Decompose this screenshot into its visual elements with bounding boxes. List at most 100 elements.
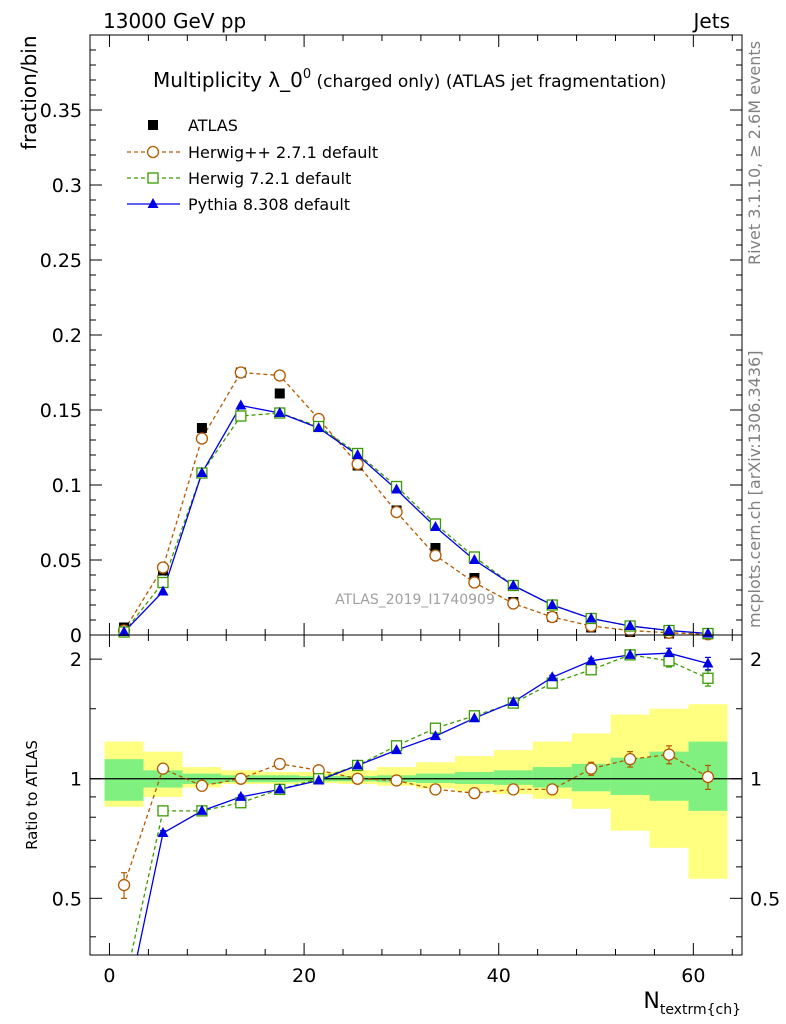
main-point: [390, 505, 403, 519]
ratio-point: [702, 657, 714, 668]
main-title-sup: 0: [303, 67, 311, 82]
xlabel: Ntextrm{ch}: [643, 989, 741, 1018]
mcplots-label: mcplots.cern.ch [arXiv:1306.3436]: [745, 351, 764, 628]
main-point: [352, 449, 364, 459]
ratio-ytick-label-right: 1: [750, 769, 762, 791]
main-point: [273, 369, 286, 382]
main-title-text: Multiplicity λ_0: [153, 68, 303, 92]
main-ytick-label: 0.3: [52, 175, 82, 197]
main-ytick-label: 0.1: [52, 475, 82, 497]
ratio-xtick-label: 60: [681, 965, 705, 987]
main-ytick-label: 0.25: [40, 250, 82, 272]
ratio-point: [624, 648, 636, 659]
main-point: [546, 610, 559, 624]
watermark: ATLAS_2019_I1740909: [335, 592, 495, 608]
ratio-ytick-label: 1: [70, 769, 82, 791]
legend-label: ATLAS: [188, 116, 238, 135]
ratio-point: [507, 695, 519, 706]
main-point: [391, 483, 403, 494]
ratio-panel-series: [117, 647, 715, 1022]
main-series-line: [123, 412, 708, 635]
ratio-ytick-label: 2: [70, 649, 82, 671]
main-ytick-label: 0.15: [40, 400, 82, 422]
main-ylabel: fraction/bin: [17, 36, 41, 151]
ratio-point: [273, 757, 286, 770]
ratio-series-line: [130, 654, 709, 955]
ratio-point: [274, 783, 286, 794]
ratio-point: [390, 774, 403, 787]
main-ytick-label: 0: [70, 625, 82, 647]
ratio-point: [313, 774, 325, 785]
ratio-point: [429, 730, 441, 741]
xlabel-sub: textrm{ch}: [660, 1002, 741, 1018]
ratio-ytick-label-right: 2: [750, 649, 762, 671]
main-ytick-label: 0.2: [52, 325, 82, 347]
ratio-point: [702, 672, 714, 684]
ratio-point: [585, 654, 597, 665]
legend-marker: [146, 145, 160, 159]
ratio-point: [119, 1012, 130, 1022]
main-point: [156, 561, 170, 574]
ratio-point: [351, 772, 364, 785]
main-point: [351, 457, 364, 471]
ratio-point: [391, 744, 403, 755]
main-point: [507, 597, 520, 610]
main-series-line: [123, 404, 708, 635]
main-point: [274, 407, 286, 417]
main-point: [196, 423, 207, 433]
main-point: [430, 543, 441, 553]
ratio-ytick-label: 0.5: [52, 888, 82, 910]
main-ytick-label: 0.05: [40, 550, 82, 572]
main-title-suffix: (charged only) (ATLAS jet fragmentation): [311, 72, 666, 92]
header-right: Jets: [692, 9, 730, 33]
ratio-point: [623, 753, 637, 766]
main-title: Multiplicity λ_00 (charged only) (ATLAS …: [153, 67, 666, 92]
main-point: [157, 585, 169, 596]
ratio-panel-frame: [89, 634, 743, 956]
legend-marker: [148, 120, 158, 130]
rivet-label: Rivet 3.1.10, ≥ 2.6M events: [745, 41, 764, 265]
ratio-point: [546, 783, 559, 796]
main-point: [196, 467, 208, 477]
ratio-point: [235, 790, 247, 801]
ratio-series-line: [123, 753, 709, 886]
ratio-point: [195, 779, 209, 792]
main-point: [118, 626, 130, 636]
legend-label: Herwig 7.2.1 default: [188, 169, 351, 188]
legend: ATLAS Herwig++ 2.7.1 default Herwig 7.2.1 …: [127, 116, 378, 214]
main-point: [274, 388, 285, 399]
main-point: [234, 366, 247, 379]
ratio-point: [585, 664, 597, 676]
ratio-point: [468, 712, 480, 723]
ratio-xtick-label: 40: [487, 965, 511, 987]
ratio-xtick-label: 0: [103, 965, 115, 987]
ratio-point: [156, 762, 170, 775]
ratio-band-stat: [454, 771, 494, 784]
ratio-point: [157, 805, 169, 817]
ratio-point: [546, 671, 558, 682]
ratio-point: [663, 655, 675, 667]
main-point: [235, 399, 247, 410]
ratio-point: [429, 783, 442, 796]
ratio-band-stat: [532, 767, 572, 788]
ratio-point: [157, 827, 169, 838]
ratio-band-stat: [104, 759, 144, 801]
main-point: [429, 521, 441, 531]
header-left: 13000 GeV pp: [103, 9, 246, 33]
ratio-ytick-label-right: 0.5: [750, 888, 780, 910]
main-point: [663, 624, 675, 635]
ratio-point: [119, 981, 129, 991]
main-panel-axes: 0 0.05 0.1 0.15 0.2 0.25 0.3 0.35: [40, 35, 742, 647]
main-series-line: [123, 371, 708, 635]
main-point: [585, 612, 597, 623]
ratio-series-line: [136, 652, 709, 955]
ratio-band-stat: [493, 770, 533, 785]
ratio-point: [234, 772, 247, 785]
main-point: [429, 549, 442, 562]
ratio-panel-axes: 0.5 0.51 12 20 20 40 60: [52, 635, 780, 987]
main-point: [624, 620, 636, 630]
ratio-point: [468, 786, 481, 800]
ratio-point: [352, 759, 364, 770]
main-point: [546, 599, 558, 609]
